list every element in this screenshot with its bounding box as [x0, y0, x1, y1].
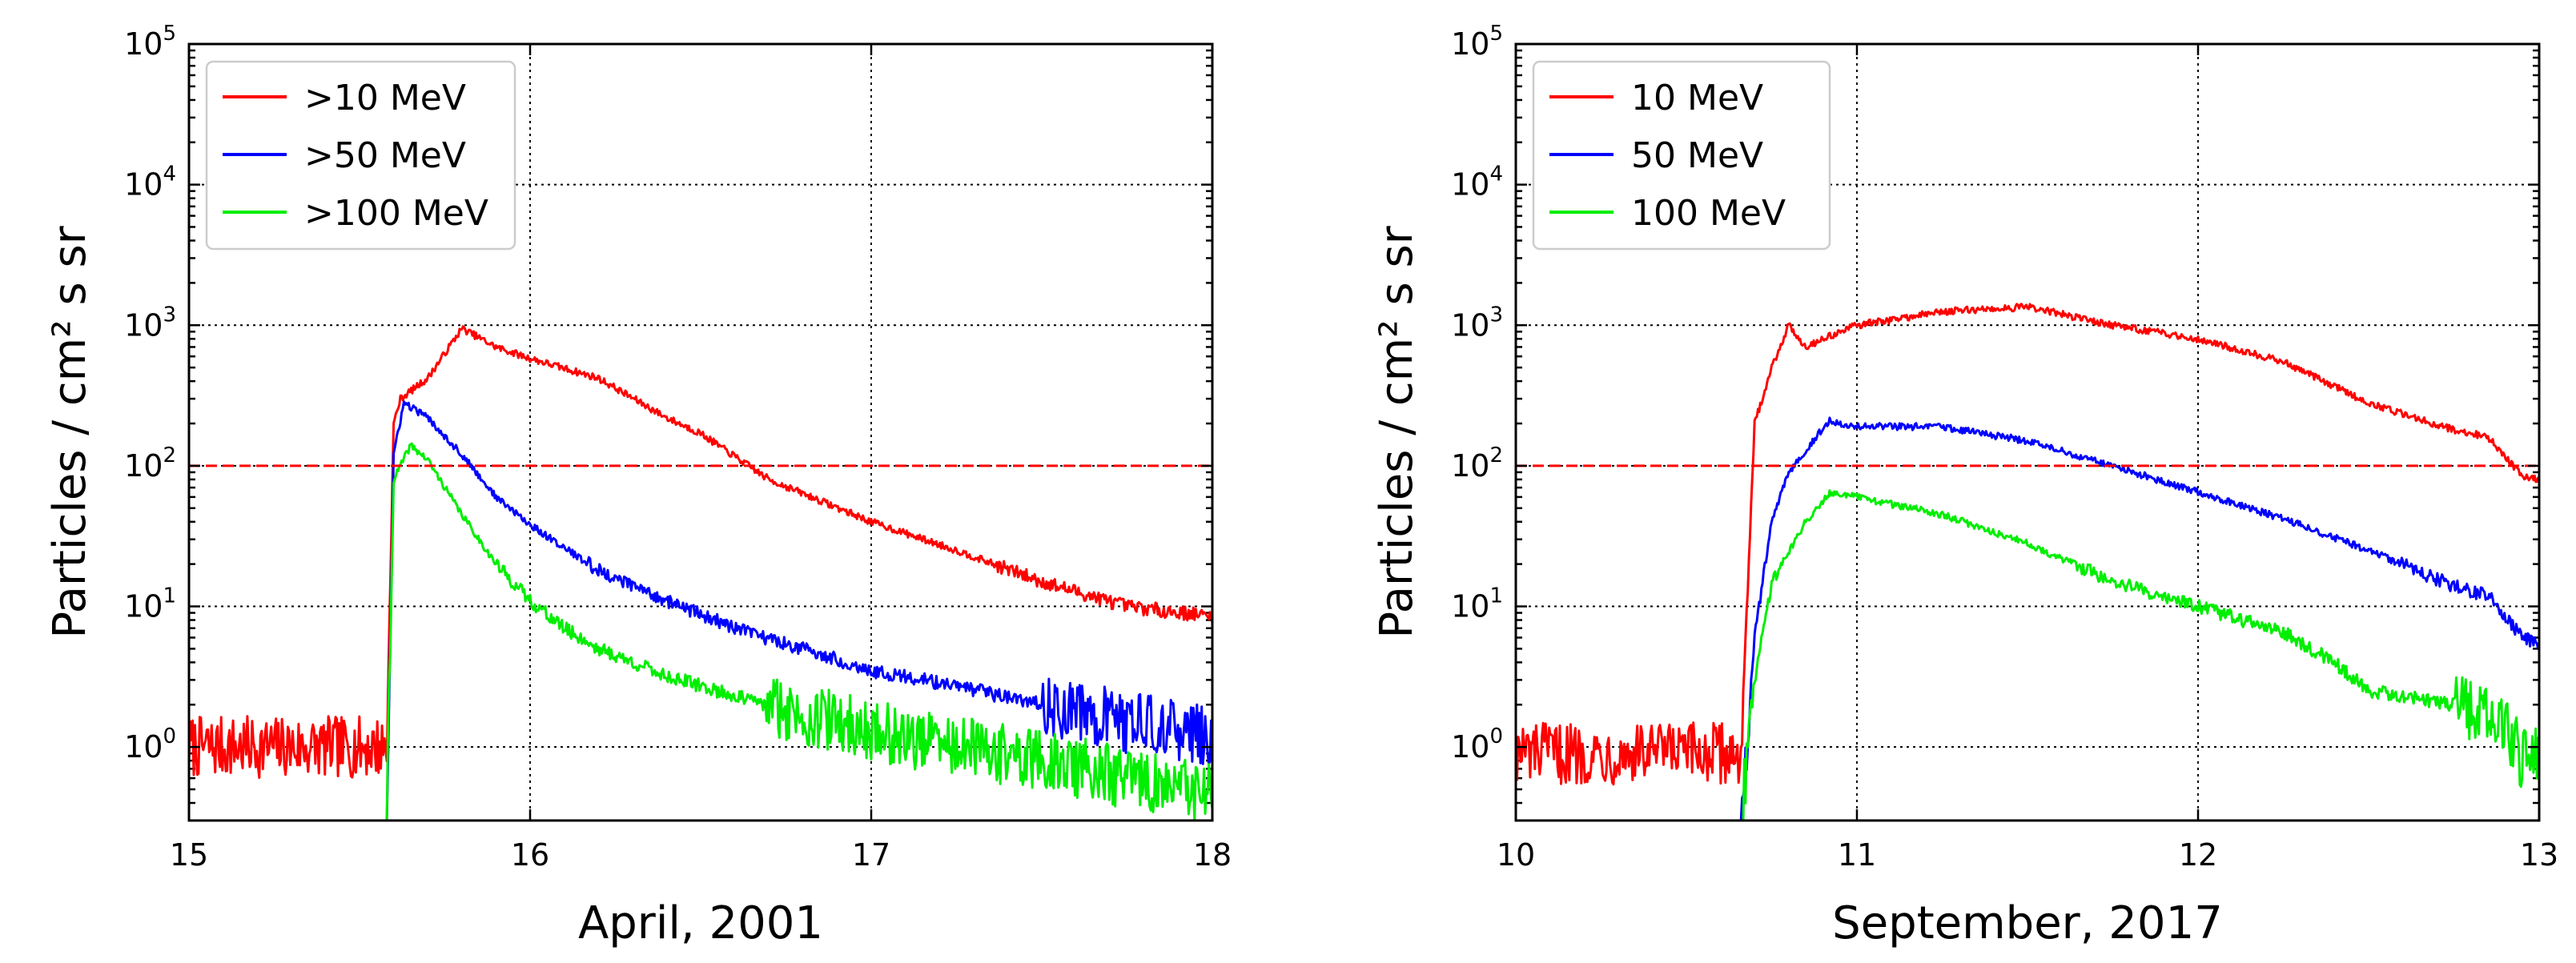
y-tick-label: 103: [124, 303, 176, 343]
legend-label: 10 MeV: [1631, 78, 1763, 118]
y-tick-label: 102: [124, 443, 176, 484]
y-tick-label: 103: [1451, 303, 1503, 343]
x-tick-label: 10: [1497, 837, 1535, 873]
legend-label: >100 MeV: [304, 193, 488, 234]
legend-box: [205, 60, 516, 251]
legend-box: [1532, 60, 1831, 251]
series-line-1: [189, 325, 1212, 780]
series-line-2: [385, 400, 1212, 821]
chart-panel-1: 15 16 17 18 100 101 102 103 104 105 April, 2001 Par…: [44, 22, 1232, 949]
x-tick-label: 13: [2520, 837, 2558, 873]
chart-panel-2: 10 11 12 13 100 101 102 103 104 105 September, 201…: [1371, 22, 2558, 949]
x-tick-label: 15: [170, 837, 208, 873]
y-tick-label: 105: [1451, 22, 1503, 62]
x-axis-label: September, 2017: [1832, 897, 2223, 949]
y-tick-label: 104: [1451, 163, 1503, 203]
x-tick-label: 18: [1193, 837, 1232, 873]
x-tick-label: 17: [852, 837, 890, 873]
y-tick-label: 100: [1451, 724, 1503, 764]
y-tick-label: 102: [1451, 443, 1503, 484]
plot-frame: [1514, 42, 2541, 822]
series-line-3: [1741, 489, 2539, 821]
x-axis-label: April, 2001: [578, 897, 823, 949]
data-area: [1516, 303, 2539, 821]
y-axis-label: Particles / cm² s sr: [44, 225, 96, 638]
x-tick-label: 16: [511, 837, 549, 873]
legend-label: 100 MeV: [1631, 193, 1786, 234]
legend: >10 MeV >50 MeV >100 MeV: [205, 60, 516, 251]
legend: 10 MeV 50 MeV 100 MeV: [1532, 60, 1831, 251]
plot-frame: [187, 42, 1214, 822]
data-area: [189, 325, 1212, 821]
series-line-1: [1516, 303, 2539, 786]
x-tick-label: 11: [1838, 837, 1876, 873]
y-tick-label: 101: [124, 584, 176, 624]
y-tick-label: 105: [124, 22, 176, 62]
y-tick-label: 104: [124, 163, 176, 203]
legend-label: >50 MeV: [304, 135, 466, 176]
x-tick-label: 12: [2179, 837, 2217, 873]
legend-label: 50 MeV: [1631, 135, 1763, 176]
y-tick-label: 101: [1451, 584, 1503, 624]
series-line-3: [385, 442, 1212, 821]
series-line-2: [1739, 416, 2539, 821]
y-axis-label: Particles / cm² s sr: [1371, 225, 1423, 638]
legend-label: >10 MeV: [304, 78, 466, 118]
y-tick-label: 100: [124, 724, 176, 764]
